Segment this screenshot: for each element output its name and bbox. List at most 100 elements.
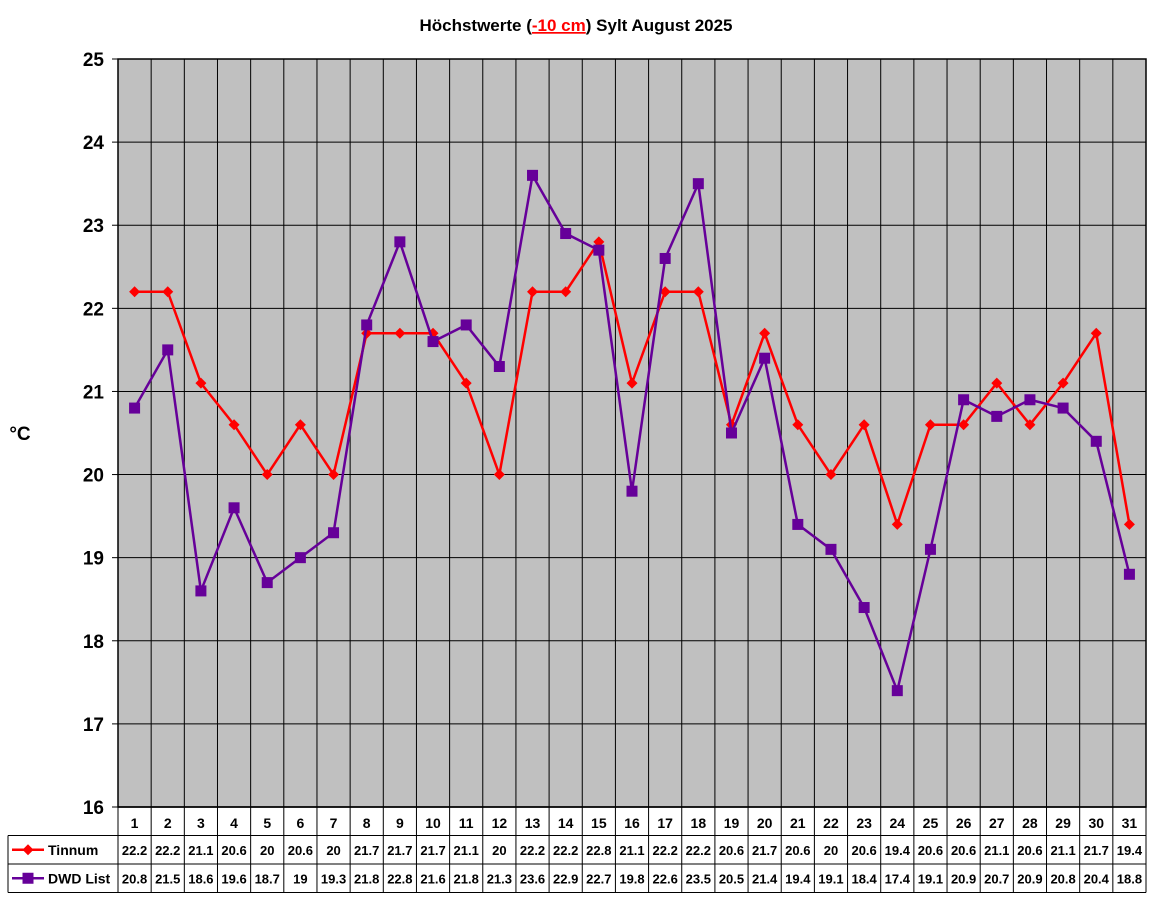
data-point <box>626 485 638 497</box>
data-point <box>593 236 605 248</box>
table-value-cell: 21.1 <box>619 843 644 858</box>
x-tick-label: 15 <box>591 815 607 831</box>
table-value-cell: 20.4 <box>1084 871 1110 886</box>
plot-background <box>118 59 1146 807</box>
y-tick-label: 16 <box>83 798 104 819</box>
legend-series-name: DWD List <box>48 870 111 886</box>
table-value-cell: 20.5 <box>719 871 744 886</box>
data-point <box>1123 568 1135 580</box>
title-suffix: ) Sylt August 2025 <box>586 16 733 35</box>
data-point <box>858 419 870 431</box>
table-value-cell: 21.7 <box>387 843 412 858</box>
data-point <box>759 327 771 339</box>
y-tick-label: 24 <box>83 133 105 154</box>
table-value-cell: 23.6 <box>520 871 545 886</box>
x-tick-label: 5 <box>263 815 271 831</box>
data-point <box>1024 394 1036 406</box>
x-tick-label: 1 <box>131 815 139 831</box>
table-value-cell: 20.6 <box>719 843 744 858</box>
data-point <box>129 402 141 414</box>
data-point <box>593 244 605 256</box>
data-point <box>328 469 340 481</box>
y-tick-label: 20 <box>83 466 104 487</box>
x-tick-label: 26 <box>956 815 972 831</box>
data-point <box>328 527 340 539</box>
data-point <box>759 352 771 364</box>
data-point <box>129 286 141 298</box>
data-point <box>361 319 373 331</box>
x-tick-label: 8 <box>363 815 371 831</box>
table-value-cell: 21.7 <box>354 843 379 858</box>
table-value-cell: 22.2 <box>653 843 678 858</box>
legend-key-marker <box>22 844 34 856</box>
table-value-cell: 22.2 <box>553 843 578 858</box>
table-value-cell: 20.9 <box>951 871 976 886</box>
data-point <box>825 543 837 555</box>
data-point <box>958 394 970 406</box>
table-value-cell: 20.6 <box>918 843 943 858</box>
x-tick-label: 19 <box>724 815 740 831</box>
table-value-cell: 19.6 <box>221 871 246 886</box>
y-axis-label: °C <box>9 424 31 445</box>
table-value-cell: 20.7 <box>984 871 1009 886</box>
data-point <box>891 518 903 530</box>
table-value-cell: 20 <box>260 843 274 858</box>
data-point <box>1123 518 1135 530</box>
table-value-cell: 20.6 <box>288 843 313 858</box>
data-point <box>394 236 406 248</box>
table-value-cell: 22.9 <box>553 871 578 886</box>
table-value-cell: 22.8 <box>387 871 412 886</box>
data-point <box>626 377 638 389</box>
x-tick-label: 10 <box>425 815 441 831</box>
table-value-cell: 19.1 <box>818 871 843 886</box>
table-value-cell: 20.8 <box>1050 871 1075 886</box>
data-point <box>725 427 737 439</box>
y-tick-label: 19 <box>83 549 104 570</box>
table-value-cell: 21.4 <box>752 871 778 886</box>
x-tick-label: 25 <box>923 815 939 831</box>
data-point <box>1057 402 1069 414</box>
table-value-cell: 19.8 <box>619 871 644 886</box>
x-tick-label: 18 <box>691 815 707 831</box>
data-point <box>460 319 472 331</box>
data-point <box>560 228 572 240</box>
table-value-cell: 19 <box>293 871 307 886</box>
table-value-cell: 21.3 <box>487 871 512 886</box>
table-value-cell: 22.2 <box>155 843 180 858</box>
table-value-cell: 18.4 <box>851 871 877 886</box>
data-point <box>527 169 539 181</box>
data-point <box>991 410 1003 422</box>
x-tick-label: 22 <box>823 815 839 831</box>
table-value-cell: 22.2 <box>122 843 147 858</box>
table-value-cell: 19.3 <box>321 871 346 886</box>
x-tick-label: 20 <box>757 815 773 831</box>
table-value-cell: 20.6 <box>785 843 810 858</box>
x-tick-label: 29 <box>1055 815 1071 831</box>
y-tick-label: 18 <box>83 632 104 653</box>
x-tick-label: 7 <box>330 815 338 831</box>
x-tick-label: 23 <box>856 815 872 831</box>
table-value-cell: 20.6 <box>221 843 246 858</box>
table-value-cell: 21.7 <box>420 843 445 858</box>
y-tick-label: 17 <box>83 715 104 736</box>
x-tick-label: 30 <box>1088 815 1104 831</box>
table-value-cell: 21.8 <box>354 871 379 886</box>
x-tick-label: 3 <box>197 815 205 831</box>
data-point <box>261 469 273 481</box>
data-point <box>659 252 671 264</box>
table-value-cell: 22.8 <box>586 843 611 858</box>
table-value-cell: 20.6 <box>951 843 976 858</box>
table-value-cell: 21.1 <box>1050 843 1075 858</box>
data-point <box>991 377 1003 389</box>
y-tick-label: 21 <box>83 382 105 403</box>
data-point <box>858 602 870 614</box>
table-value-cell: 21.7 <box>1084 843 1109 858</box>
x-tick-label: 2 <box>164 815 172 831</box>
data-point <box>294 419 306 431</box>
data-point <box>162 286 174 298</box>
chart-title: Höchstwerte (-10 cm) Sylt August 2025 <box>419 16 732 35</box>
table-value-cell: 17.4 <box>885 871 911 886</box>
table-value-cell: 20.6 <box>851 843 876 858</box>
data-point <box>228 502 240 514</box>
table-value-cell: 20.6 <box>1017 843 1042 858</box>
